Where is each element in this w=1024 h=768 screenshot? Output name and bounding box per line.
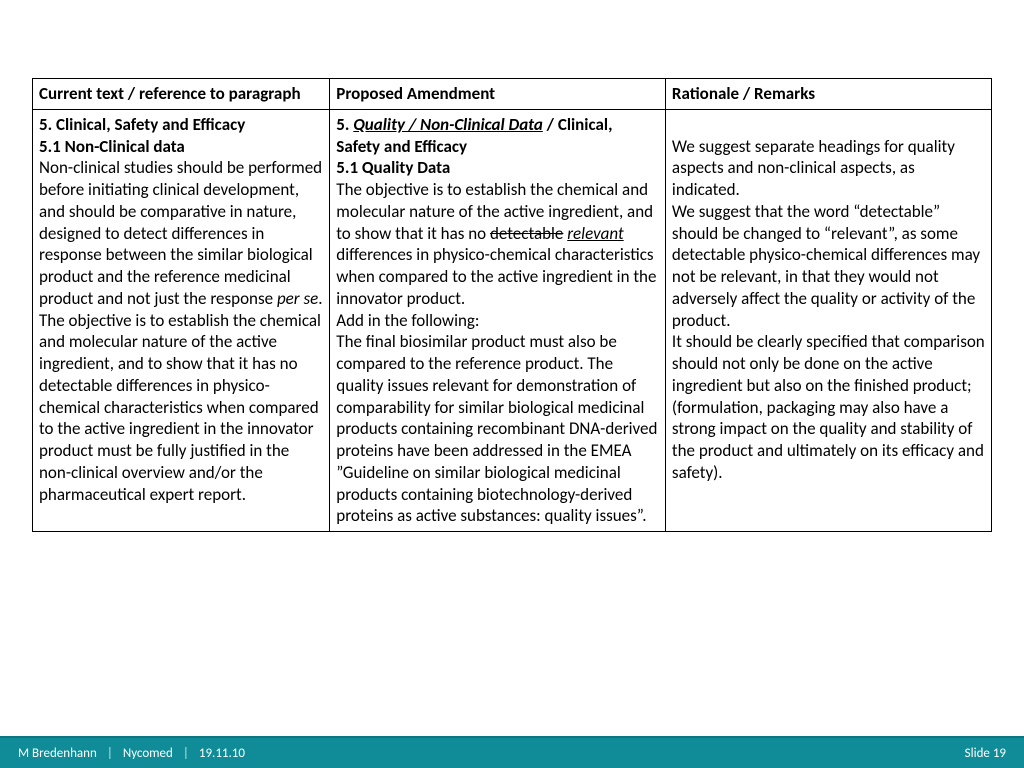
col-header-proposed: Proposed Amendment <box>330 79 666 110</box>
table-header-row: Current text / reference to paragraph Pr… <box>33 79 992 110</box>
c1-para-2: The objective is to establish the chemic… <box>39 310 321 505</box>
c1-heading-1: 5. Clinical, Safety and Efficacy <box>39 114 245 135</box>
c3-para-3: It should be clearly specified that comp… <box>672 331 985 483</box>
c2-para-3: The final biosimilar product must also b… <box>336 331 657 526</box>
footer-left: M Bredenhann | Nycomed | 19.11.10 <box>18 746 245 761</box>
c2-heading-1a: 5. <box>336 114 353 135</box>
footer-sep-2: | <box>183 746 189 761</box>
slide-footer: M Bredenhann | Nycomed | 19.11.10 Slide … <box>0 736 1024 768</box>
footer-company: Nycomed <box>123 746 173 761</box>
col-header-current: Current text / reference to paragraph <box>33 79 330 110</box>
cell-proposed: 5. Quality / Non-Clinical Data / Clinica… <box>330 109 666 531</box>
footer-author: M Bredenhann <box>18 746 97 761</box>
footer-slide-number: Slide 19 <box>965 746 1006 761</box>
c3-para-2: We suggest that the word “detectable” sh… <box>672 201 980 331</box>
c3-blank <box>672 114 676 135</box>
c1-heading-2: 5.1 Non-Clinical data <box>39 136 185 157</box>
table-row: 5. Clinical, Safety and Efficacy 5.1 Non… <box>33 109 992 531</box>
cell-current: 5. Clinical, Safety and Efficacy 5.1 Non… <box>33 109 330 531</box>
footer-date: 19.11.10 <box>199 746 245 761</box>
c2-para-1d: relevant <box>567 223 623 244</box>
c2-heading-1b: Quality / Non-Clinical Data <box>353 114 543 135</box>
col-header-rationale: Rationale / Remarks <box>665 79 991 110</box>
c2-heading-2: 5.1 Quality Data <box>336 157 450 178</box>
footer-sep-1: | <box>107 746 113 761</box>
slide-content: Current text / reference to paragraph Pr… <box>32 78 992 532</box>
c3-para-1: We suggest separate headings for quality… <box>672 136 955 201</box>
amendment-table: Current text / reference to paragraph Pr… <box>32 78 992 532</box>
c1-para-1c: . <box>318 288 322 309</box>
c1-para-1a: Non-clinical studies should be performed… <box>39 157 322 309</box>
c1-para-1b-italic: per se <box>277 288 318 309</box>
c2-para-1e: differences in physico-chemical characte… <box>336 244 656 309</box>
c2-para-1b-strike: detectable <box>490 223 563 244</box>
c2-para-2: Add in the following: <box>336 310 479 331</box>
cell-rationale: We suggest separate headings for quality… <box>665 109 991 531</box>
